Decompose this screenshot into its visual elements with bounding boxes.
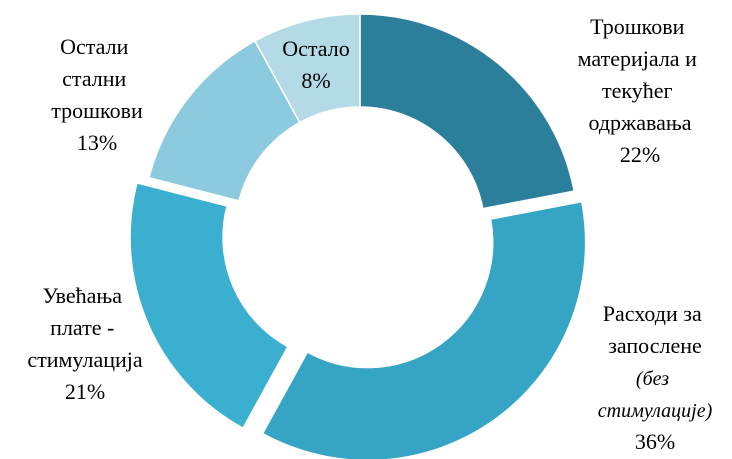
label-line: текућег (602, 78, 678, 103)
category-label: Расходи за запослене (603, 301, 707, 358)
donut-slice (129, 182, 289, 430)
category-label: Трошкови материјала и текућег одржавања (578, 14, 703, 135)
label-line: материјала и (578, 46, 703, 71)
value-label: 13% (77, 130, 117, 155)
value-label: 8% (301, 68, 330, 93)
value-label: 22% (620, 142, 660, 167)
category-label: Увећања плате - стимулација (27, 283, 143, 372)
label-line: Расходи за (603, 301, 707, 326)
annotation-line: стимулације) (598, 400, 713, 422)
donut-slice (253, 13, 361, 124)
label-line: плате - (50, 315, 120, 340)
value-label: 36% (635, 429, 675, 454)
label-line: стимулација (27, 347, 143, 372)
annotation-line: (без (636, 368, 674, 390)
label-line: Увећања (42, 283, 127, 308)
category-label: Остало (282, 36, 349, 61)
category-label: Остали стални трошкови (51, 34, 143, 123)
label-line: Остало (282, 36, 349, 61)
donut-slice (359, 13, 576, 210)
label-line: запослене (608, 333, 702, 358)
label-line: одржавања (588, 110, 691, 135)
donut-slice (261, 200, 587, 459)
label-line: Остали (60, 34, 134, 59)
annotation: (без стимулације) (598, 368, 713, 422)
label-line: стални (62, 66, 132, 91)
label-line: Трошкови (590, 14, 690, 39)
value-label: 21% (65, 379, 105, 404)
label-line: трошкови (51, 98, 143, 123)
